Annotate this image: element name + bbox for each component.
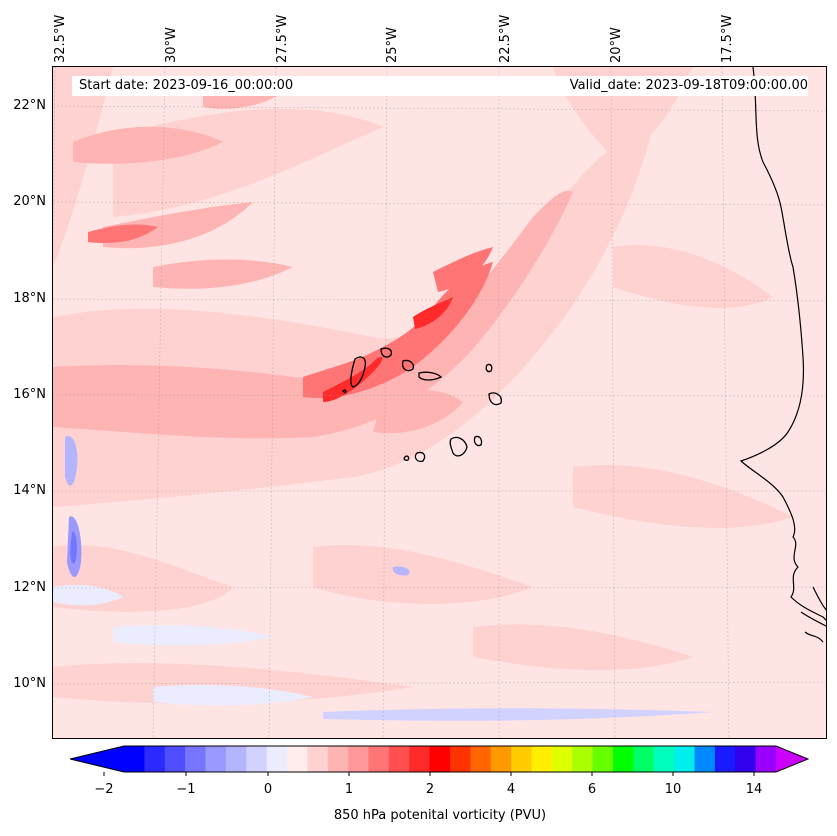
colorbar-swatch — [531, 746, 553, 772]
colorbar-tick-label: −1 — [176, 782, 196, 797]
lat-label-20n: 20°N — [13, 194, 46, 209]
africa-coastline — [739, 67, 826, 621]
colorbar-swatch — [572, 746, 594, 772]
lon-label-17-5w: 17.5°W — [720, 14, 735, 63]
colorbar-swatch — [694, 746, 716, 772]
colorbar-swatch — [185, 746, 207, 772]
colorbar-tick-label: 1 — [344, 782, 354, 797]
colorbar-swatch — [144, 746, 166, 772]
colorbar-tick-label: 0 — [263, 782, 273, 797]
valid-date-label: Valid_date: 2023-09-18T09:00:00.00 — [569, 78, 808, 93]
colorbar-swatch — [450, 746, 471, 772]
pv-field-map — [53, 67, 826, 738]
colorbar-swatch — [613, 746, 634, 772]
colorbar-tick-label: 14 — [745, 782, 763, 797]
colorbar-swatch — [674, 746, 696, 772]
colorbar-swatch — [714, 746, 736, 772]
lat-label-16n: 16°N — [13, 387, 46, 402]
date-info-bar — [72, 76, 808, 96]
pv-contours-high — [88, 224, 493, 398]
colorbar-tick-label: 10 — [664, 782, 682, 797]
lat-label-18n: 18°N — [13, 291, 46, 306]
lat-label-14n: 14°N — [13, 483, 46, 498]
colorbar-swatch — [429, 746, 451, 772]
lat-label-12n: 12°N — [13, 580, 46, 595]
lon-label-22-5w: 22.5°W — [498, 14, 513, 63]
colorbar-swatch — [164, 746, 186, 772]
colorbar-tick-label: −2 — [94, 782, 114, 797]
colorbar-tick-label: 6 — [587, 782, 597, 797]
colorbar-extend-max — [776, 746, 808, 772]
colorbar-swatch — [287, 746, 308, 772]
colorbar-swatch — [307, 746, 329, 772]
colorbar-swatch — [246, 746, 268, 772]
lon-label-30w: 30°W — [164, 27, 179, 63]
colorbar-swatch — [388, 746, 410, 772]
colorbar-tick-label: 4 — [506, 782, 516, 797]
lat-label-22n: 22°N — [13, 98, 46, 113]
colorbar-swatch — [266, 746, 288, 772]
start-date-label: Start date: 2023-09-16_00:00:00 — [79, 78, 294, 93]
colorbar-label: 850 hPa potenital vorticity (PVU) — [333, 808, 547, 823]
map-panel — [52, 66, 827, 739]
lon-label-27-5w: 27.5°W — [275, 14, 290, 63]
colorbar-swatch — [511, 746, 533, 772]
pv-contours-negative — [53, 436, 713, 721]
lon-label-25w: 25°W — [385, 27, 400, 63]
africa-coastline-south — [800, 586, 826, 643]
lon-label-32-5w: 32.5°W — [53, 14, 68, 63]
colorbar-tick-label: 2 — [425, 782, 435, 797]
colorbar-swatch — [348, 746, 370, 772]
cape-verde-islands — [342, 347, 502, 463]
lon-label-20w: 20°W — [609, 27, 624, 63]
colorbar-swatch — [225, 746, 247, 772]
colorbar-swatch — [551, 746, 573, 772]
colorbar-swatch — [755, 746, 777, 772]
colorbar-extend-min — [70, 746, 124, 772]
colorbar-swatch — [735, 746, 757, 772]
colorbar-swatch — [124, 746, 145, 772]
colorbar-swatch — [592, 746, 614, 772]
map-gridlines — [53, 67, 826, 738]
colorbar-outline — [70, 745, 810, 773]
colorbar-swatch — [490, 746, 512, 772]
pv-contours-core — [323, 297, 453, 402]
colorbar-swatch — [470, 746, 492, 772]
colorbar-swatch — [205, 746, 227, 772]
colorbar-swatch — [409, 746, 431, 772]
colorbar-swatch — [653, 746, 675, 772]
colorbar-swatch — [327, 746, 349, 772]
lat-label-10n: 10°N — [13, 676, 46, 691]
colorbar-swatch — [633, 746, 655, 772]
colorbar — [70, 745, 810, 776]
colorbar-swatch — [368, 746, 390, 772]
